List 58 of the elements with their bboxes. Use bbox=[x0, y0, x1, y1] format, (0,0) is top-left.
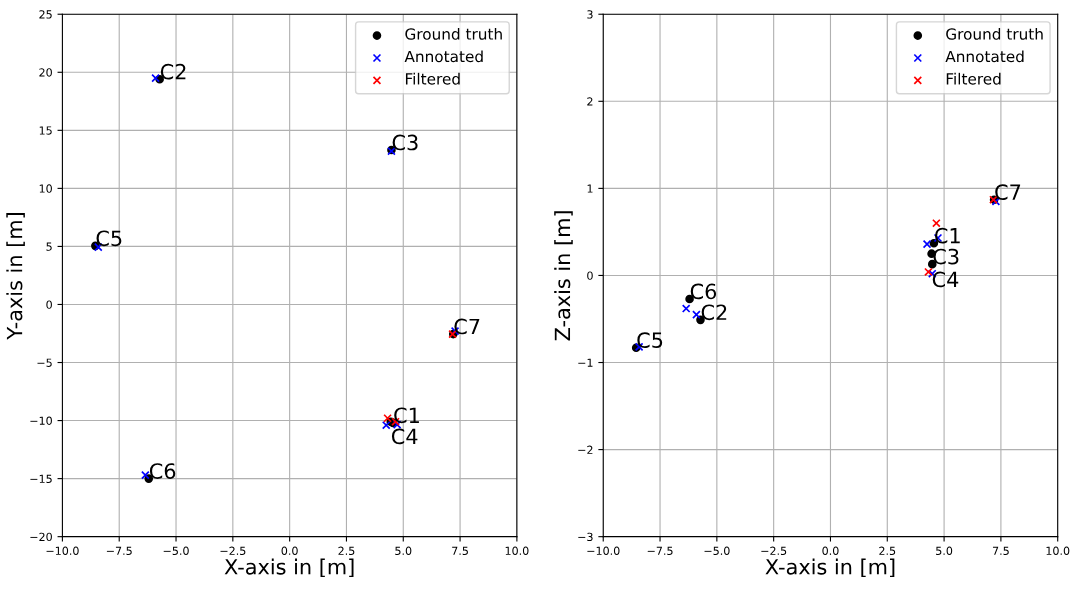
annotation: C7 bbox=[454, 318, 480, 335]
x-tick-label: 2.5 bbox=[879, 546, 896, 555]
x-tick-label: 7.5 bbox=[452, 546, 468, 555]
y-tick-label: 0 bbox=[46, 300, 52, 309]
x-tick-label: −7.5 bbox=[106, 546, 132, 555]
annotation: C1 bbox=[394, 407, 419, 424]
y-tick-label: −5 bbox=[37, 358, 52, 367]
x-tick-label: −2.5 bbox=[220, 546, 246, 555]
legend-label: Filtered bbox=[946, 72, 1001, 85]
legend-label: Filtered bbox=[405, 72, 460, 85]
x-tick-label: 0.0 bbox=[822, 546, 839, 555]
x-tick-label: −2.5 bbox=[761, 546, 787, 555]
y-tick-label: −15 bbox=[30, 474, 52, 483]
annotation: C5 bbox=[96, 230, 122, 247]
legend-label: Ground truth bbox=[405, 27, 502, 40]
annotation: C6 bbox=[690, 283, 717, 300]
y-tick-label: 25 bbox=[39, 10, 52, 19]
x-tick-label: 7.5 bbox=[992, 546, 1009, 555]
y-tick-label: 10 bbox=[39, 184, 52, 193]
y-axis-title: Y-axis in [m] bbox=[6, 213, 25, 340]
x-tick-label: 0.0 bbox=[281, 546, 298, 555]
y-tick-label: 5 bbox=[46, 242, 52, 251]
annotation: C3 bbox=[392, 134, 418, 151]
annotation: C4 bbox=[932, 271, 959, 288]
x-axis-title: X-axis in [m] bbox=[765, 558, 895, 578]
annotation: C2 bbox=[160, 63, 186, 80]
annotation: C7 bbox=[995, 184, 1021, 200]
x-axis-title: X-axis in [m] bbox=[224, 558, 354, 578]
x-tick-label: −5.0 bbox=[704, 546, 730, 555]
x-tick-label: 10.0 bbox=[505, 546, 529, 555]
y-tick-label: −1 bbox=[578, 358, 593, 367]
y-tick-label: −10 bbox=[30, 416, 52, 425]
y-tick-label: 0 bbox=[587, 271, 593, 280]
x-tick-label: 10.0 bbox=[1046, 546, 1070, 555]
y-tick-label: −2 bbox=[578, 445, 593, 454]
x-tick-label: −5.0 bbox=[163, 546, 189, 555]
x-tick-label: 5.0 bbox=[395, 546, 412, 555]
y-tick-label: −20 bbox=[30, 532, 52, 542]
annotation: C1 bbox=[935, 227, 960, 244]
x-tick-label: −7.5 bbox=[647, 546, 673, 555]
legend-label: Ground truth bbox=[946, 27, 1043, 40]
annotation: C6 bbox=[149, 463, 176, 479]
legend-label: Annotated bbox=[404, 50, 483, 63]
y-tick-label: −3 bbox=[578, 532, 593, 542]
y-tick-label: 1 bbox=[587, 184, 593, 193]
x-tick-label: 5.0 bbox=[936, 546, 953, 555]
annotation: C5 bbox=[637, 332, 663, 349]
legend-label: Annotated bbox=[945, 50, 1024, 63]
x-tick-label: 2.5 bbox=[338, 546, 355, 555]
y-tick-label: 20 bbox=[39, 68, 52, 77]
x-tick-label: −10.0 bbox=[46, 546, 79, 555]
y-tick-label: 3 bbox=[587, 10, 593, 19]
y-tick-label: 15 bbox=[39, 126, 52, 135]
y-axis-title: Z-axis in [m] bbox=[554, 211, 573, 341]
y-tick-label: 2 bbox=[587, 97, 593, 106]
annotation: C2 bbox=[701, 304, 727, 321]
x-tick-label: −10.0 bbox=[587, 546, 620, 555]
annotation: C4 bbox=[391, 428, 418, 445]
